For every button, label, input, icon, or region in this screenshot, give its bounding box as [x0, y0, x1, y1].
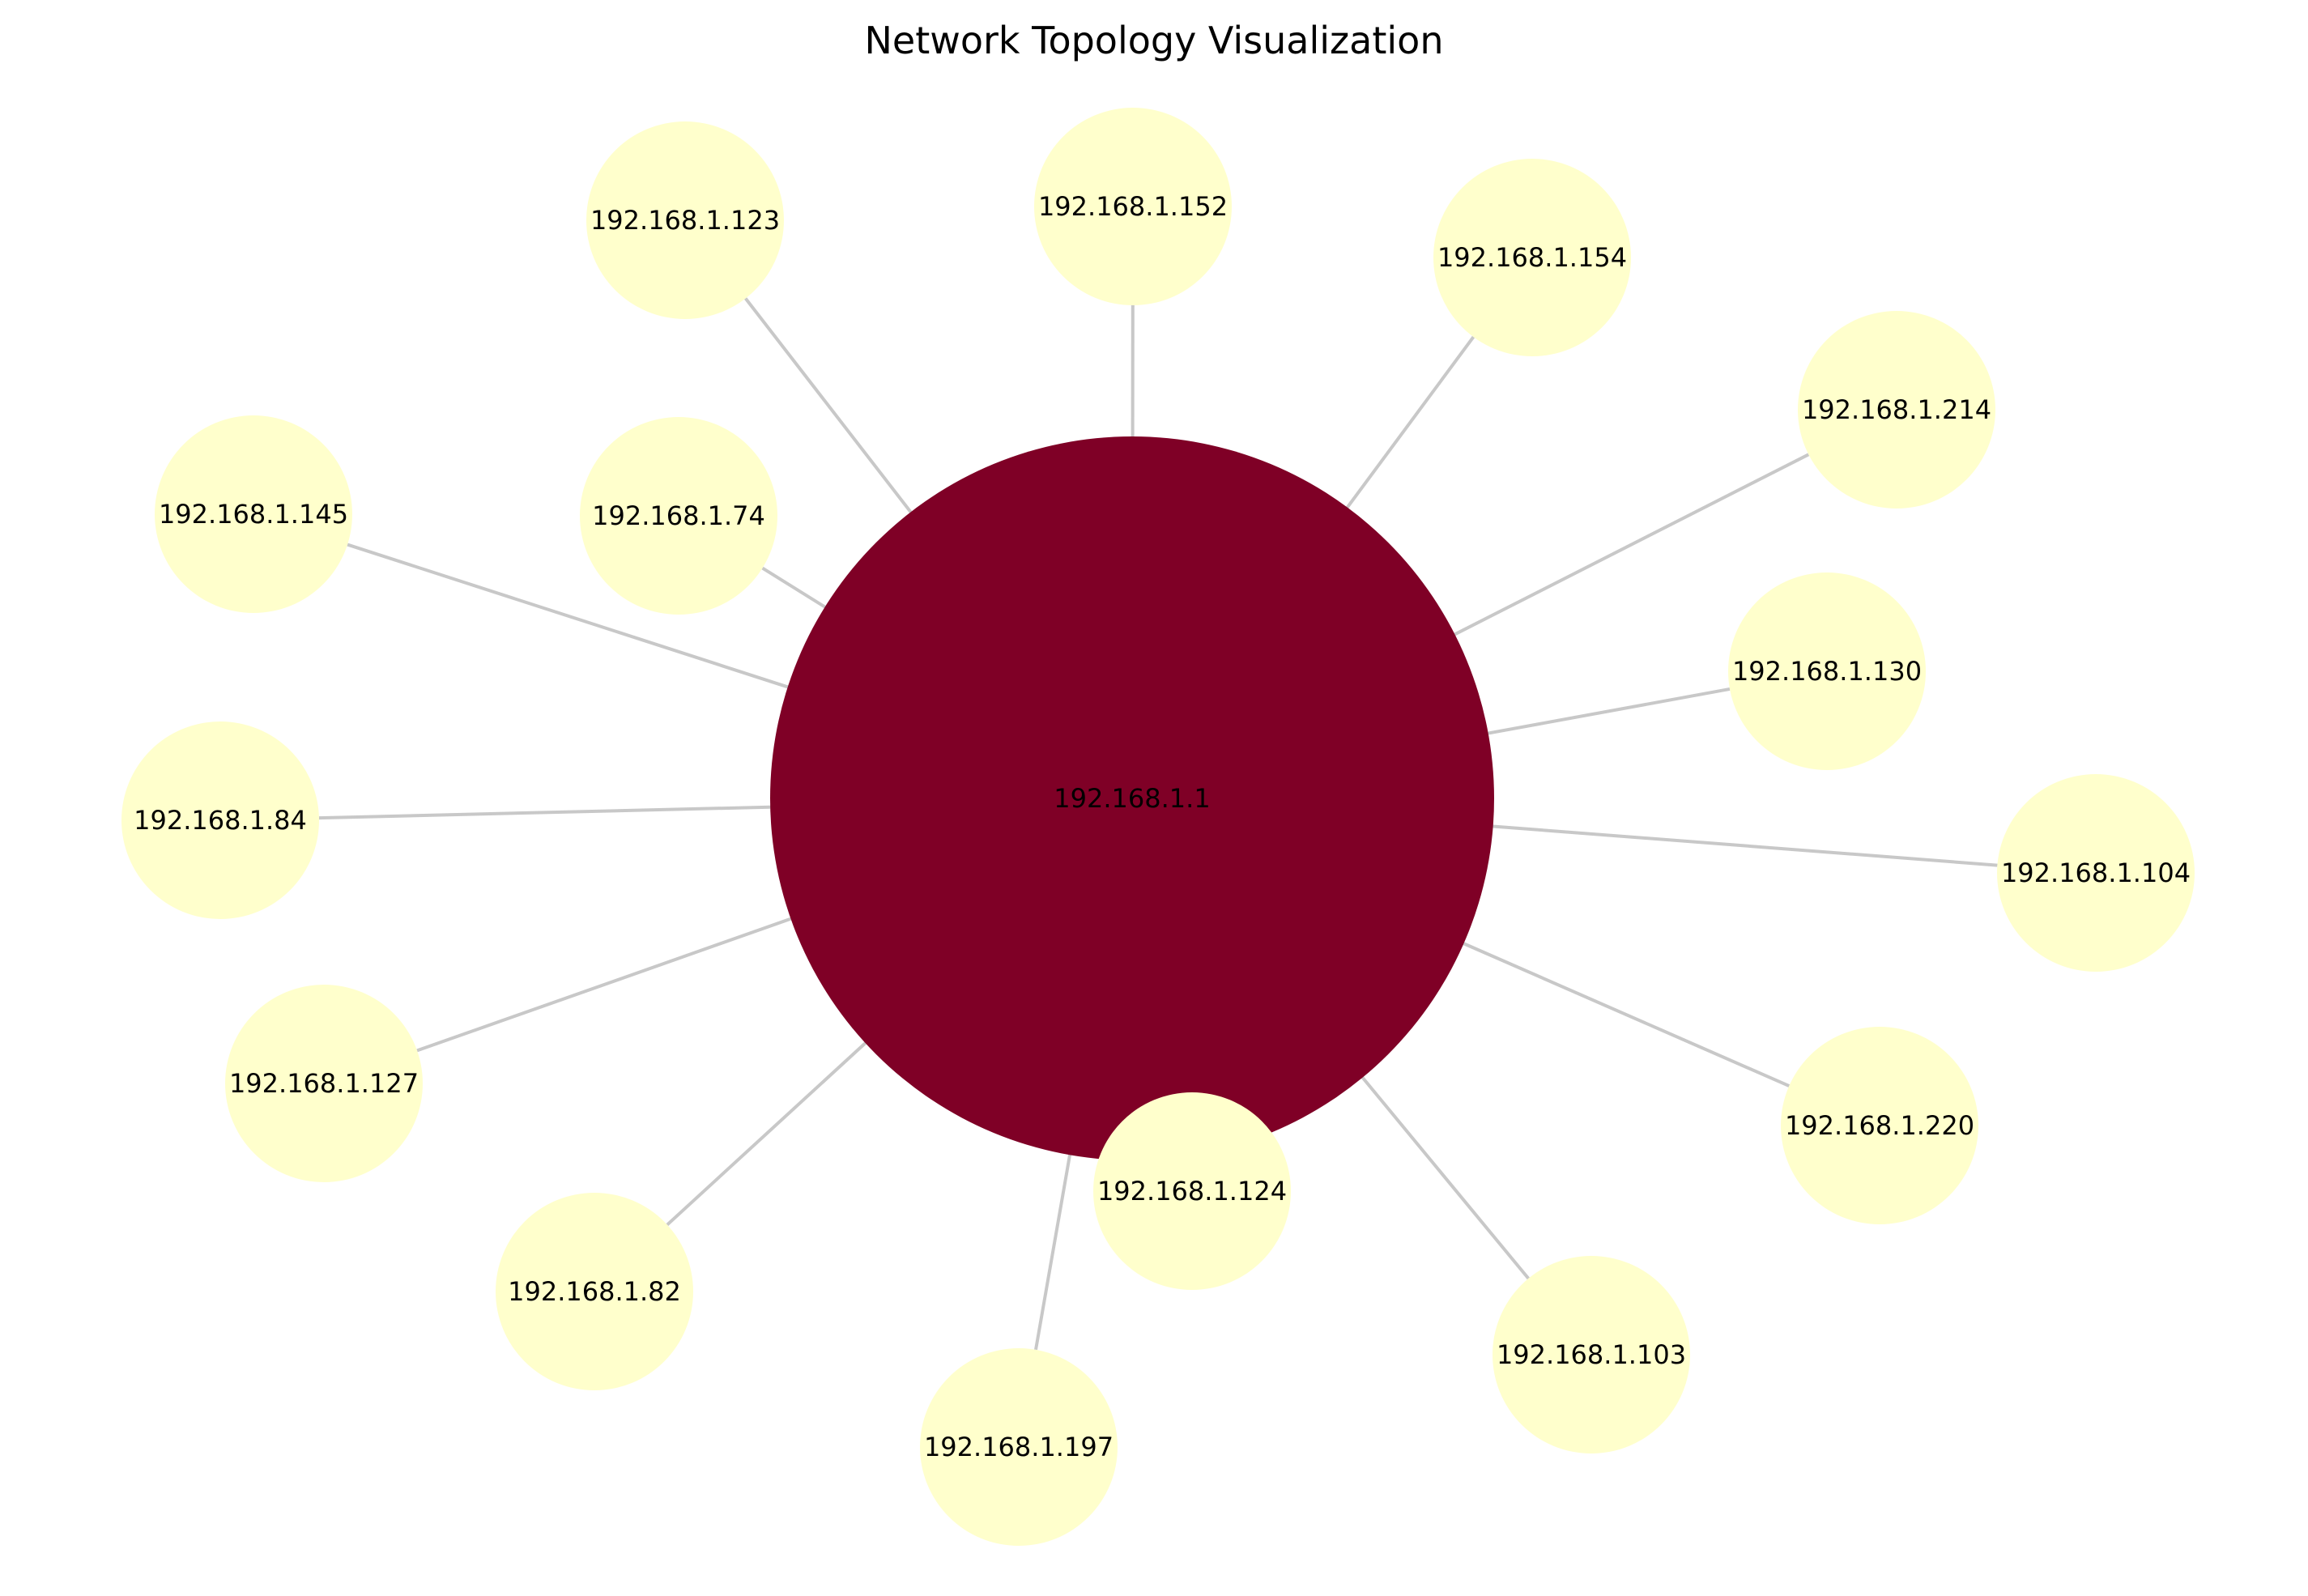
leaf-node-label: 192.168.1.130 [1732, 656, 1922, 687]
leaf-node-circle [1493, 1256, 1690, 1453]
leaf-node-circle [1798, 311, 1995, 509]
leaf-node-192-168-1-84: 192.168.1.84 [121, 721, 319, 919]
leaf-node-label: 192.168.1.154 [1437, 242, 1627, 273]
edge-hub-to-192-168-1-84 [318, 805, 775, 820]
leaf-node-label: 192.168.1.124 [1097, 1176, 1287, 1207]
edge-hub-to-192-168-1-214 [1450, 453, 1810, 638]
leaf-node-label: 192.168.1.82 [508, 1276, 681, 1307]
edge-hub-to-192-168-1-82 [666, 1039, 870, 1227]
hub-layer: 192.168.1.1 [770, 436, 1494, 1160]
edge-hub-to-192-168-1-197 [1034, 1151, 1072, 1351]
leaf-node-192-168-1-104: 192.168.1.104 [1997, 774, 2195, 972]
edge-hub-to-192-168-1-127 [416, 916, 795, 1053]
leaf-node-label: 192.168.1.103 [1497, 1339, 1686, 1370]
leaf-node-label: 192.168.1.220 [1785, 1110, 1974, 1141]
leaf-node-circle [1034, 108, 1232, 305]
leaf-node-circle [225, 985, 423, 1182]
leaf-node-192-168-1-214: 192.168.1.214 [1798, 311, 1995, 509]
leaf-node-192-168-1-103: 192.168.1.103 [1493, 1256, 1690, 1453]
leaf-node-192-168-1-127: 192.168.1.127 [225, 985, 423, 1182]
leaf-node-192-168-1-123: 192.168.1.123 [586, 121, 784, 319]
leaf-node-192-168-1-74: 192.168.1.74 [580, 417, 777, 615]
leaf-node-circle [580, 417, 777, 615]
diagram-title: Network Topology Visualization [865, 19, 1444, 62]
leaf-node-label: 192.168.1.214 [1802, 394, 1991, 425]
leaf-node-label: 192.168.1.127 [229, 1068, 419, 1099]
leaf-node-label: 192.168.1.84 [134, 805, 307, 836]
leaf-node-192-168-1-145: 192.168.1.145 [155, 415, 352, 613]
hub-node-circle [770, 436, 1494, 1160]
leaf-node-192-168-1-130: 192.168.1.130 [1728, 572, 1926, 770]
leaf-node-circle [1093, 1092, 1291, 1290]
leaf-node-192-168-1-82: 192.168.1.82 [496, 1193, 693, 1390]
edge-hub-to-192-168-1-145 [347, 543, 793, 690]
node-layer: 192.168.1.123 192.168.1.152 192.168.1.154 1… [121, 108, 2195, 1546]
edge-hub-to-192-168-1-103 [1358, 1073, 1530, 1280]
leaf-node-circle [496, 1193, 693, 1390]
edge-hub-to-192-168-1-220 [1459, 940, 1791, 1087]
edge-hub-to-192-168-1-130 [1484, 687, 1731, 736]
leaf-node-192-168-1-154: 192.168.1.154 [1433, 159, 1631, 356]
leaf-node-192-168-1-197: 192.168.1.197 [920, 1348, 1118, 1546]
leaf-node-circle [1433, 159, 1631, 356]
edge-hub-to-192-168-1-154 [1343, 335, 1476, 512]
leaf-node-192-168-1-152: 192.168.1.152 [1034, 108, 1232, 305]
leaf-node-label: 192.168.1.152 [1038, 191, 1228, 222]
leaf-node-circle [1728, 572, 1926, 770]
edge-hub-to-192-168-1-74 [761, 566, 829, 611]
leaf-node-192-168-1-124: 192.168.1.124 [1093, 1092, 1291, 1290]
leaf-node-circle [586, 121, 784, 319]
leaf-node-circle [920, 1348, 1118, 1546]
leaf-node-label: 192.168.1.74 [592, 500, 765, 531]
edge-hub-to-192-168-1-104 [1488, 824, 1998, 867]
leaf-node-192-168-1-220: 192.168.1.220 [1781, 1027, 1978, 1224]
leaf-node-label: 192.168.1.123 [590, 205, 780, 236]
hub-node-label: 192.168.1.1 [1054, 783, 1210, 814]
leaf-node-label: 192.168.1.104 [2001, 858, 2191, 888]
leaf-node-circle [121, 721, 319, 919]
leaf-node-label: 192.168.1.197 [924, 1432, 1114, 1462]
leaf-node-circle [1781, 1027, 1978, 1224]
leaf-node-circle [1997, 774, 2195, 972]
leaf-node-circle [155, 415, 352, 613]
leaf-node-label: 192.168.1.145 [159, 499, 348, 530]
edge-hub-to-192-168-1-123 [744, 297, 915, 517]
